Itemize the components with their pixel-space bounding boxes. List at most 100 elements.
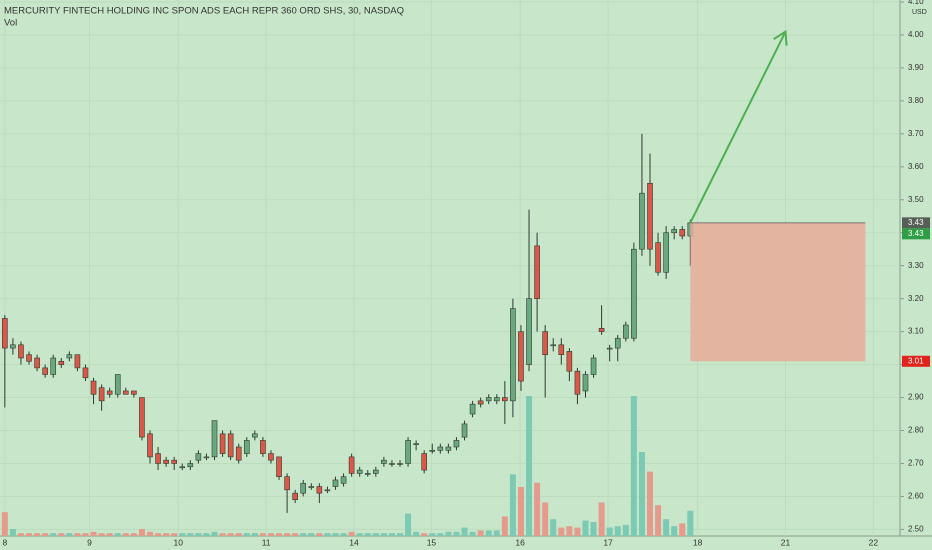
volume-bar — [316, 533, 323, 536]
volume-bar — [542, 502, 549, 536]
volume-bar — [308, 533, 315, 536]
volume-bar — [598, 502, 605, 536]
volume-bar — [163, 533, 170, 536]
volume-bar — [429, 533, 436, 536]
volume-bar — [509, 474, 516, 536]
candle-body — [566, 351, 573, 372]
y-tick-label: 3.30 — [908, 261, 924, 270]
volume-bar — [267, 533, 274, 536]
candle-body — [268, 453, 274, 461]
candle-body — [50, 357, 57, 375]
volume-bar — [219, 533, 226, 536]
x-tick-label: 16 — [515, 537, 525, 547]
candle-body — [639, 192, 645, 250]
candle-body — [179, 466, 186, 469]
volume-bar — [122, 533, 129, 536]
volume-bar — [453, 531, 460, 536]
box-bottom-price: 3.01 — [908, 356, 924, 365]
candle-body — [518, 331, 524, 382]
volume-bar — [259, 533, 266, 536]
candle-body — [493, 397, 500, 402]
y-tick-label: 3.80 — [908, 96, 924, 105]
volume-bar — [590, 522, 597, 536]
volume-bar — [517, 487, 524, 536]
volume-bar — [17, 533, 24, 536]
candle-body — [18, 344, 24, 359]
volume-bar — [74, 533, 81, 536]
volume-bar — [485, 530, 492, 536]
candle-body — [308, 486, 315, 488]
volume-bar — [235, 533, 242, 536]
volume-bar — [380, 533, 387, 536]
volume-bar — [26, 533, 33, 536]
candle-body — [542, 331, 548, 355]
volume-bar — [171, 533, 178, 536]
candle-body — [139, 397, 145, 438]
volume-bar — [566, 526, 573, 536]
y-tick-label: 2.70 — [908, 459, 924, 468]
x-tick-label: 22 — [869, 537, 879, 547]
volume-bar — [130, 533, 137, 536]
x-tick-label: 9 — [87, 537, 92, 547]
candle-body — [26, 354, 32, 362]
volume-bar — [622, 524, 629, 536]
candle-body — [324, 489, 331, 492]
volume-bar — [340, 533, 347, 536]
volume-bar — [534, 482, 541, 536]
candle-body — [2, 318, 8, 349]
candle-body — [502, 397, 508, 402]
candle-body — [453, 440, 460, 448]
x-tick-label: 14 — [349, 537, 359, 547]
candle-body — [550, 344, 557, 347]
volume-bar — [655, 505, 662, 536]
candle-body — [252, 433, 258, 438]
volume-bar — [582, 520, 589, 536]
volume-bar — [364, 533, 371, 536]
candle-body — [510, 308, 516, 402]
volume-bar — [469, 531, 476, 536]
volume-bar — [284, 533, 291, 536]
box-top-price: 3.43 — [908, 218, 924, 227]
candle-body — [526, 298, 532, 365]
volume-bar — [227, 533, 234, 536]
volume-bar — [114, 533, 121, 536]
volume-bar — [179, 533, 186, 536]
y-tick-label: 3.90 — [908, 63, 924, 72]
volume-bar — [300, 533, 307, 536]
volume-bar — [203, 533, 210, 536]
y-tick-label: 2.60 — [908, 492, 924, 501]
volume-bar — [558, 527, 565, 536]
volume-bar — [138, 529, 145, 536]
plot — [0, 0, 900, 536]
box-top-price-bg — [902, 217, 930, 229]
candle-body — [437, 446, 444, 451]
candle-body — [405, 440, 411, 464]
volume-bar — [388, 533, 395, 536]
candle-body — [469, 403, 476, 415]
candle-body — [429, 449, 436, 452]
box-bottom-price-bg — [902, 355, 930, 367]
volume-bar — [614, 526, 621, 536]
candle-body — [655, 242, 661, 273]
candle-body — [187, 463, 194, 468]
volume-bar — [445, 531, 452, 536]
volume-bar — [630, 396, 637, 536]
volume-bar — [90, 531, 97, 536]
volume-bar — [292, 533, 299, 536]
candle-body — [631, 248, 637, 339]
volume-bar — [324, 533, 331, 536]
candle-body — [373, 469, 379, 474]
volume-bar — [493, 530, 500, 536]
candle-body — [203, 456, 210, 459]
volume-bar — [106, 533, 113, 536]
candle-body — [114, 374, 121, 395]
candle-body — [98, 387, 105, 402]
x-tick-label: 18 — [693, 537, 703, 547]
volume-bar — [82, 533, 89, 536]
candle-body — [66, 354, 73, 359]
candle-body — [582, 374, 589, 392]
volume-bar — [397, 533, 403, 536]
volume-bar — [638, 452, 645, 536]
candle-body — [219, 433, 226, 454]
candle-body — [598, 328, 605, 332]
